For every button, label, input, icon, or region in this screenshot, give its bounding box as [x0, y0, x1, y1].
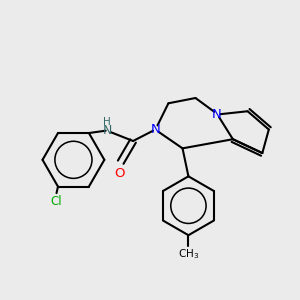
Text: O: O [114, 167, 124, 181]
Text: Cl: Cl [51, 195, 62, 208]
Text: N: N [212, 108, 222, 121]
Text: N: N [151, 123, 161, 136]
Text: N: N [103, 124, 112, 137]
Text: CH$_3$: CH$_3$ [178, 248, 199, 261]
Text: H: H [103, 117, 111, 127]
